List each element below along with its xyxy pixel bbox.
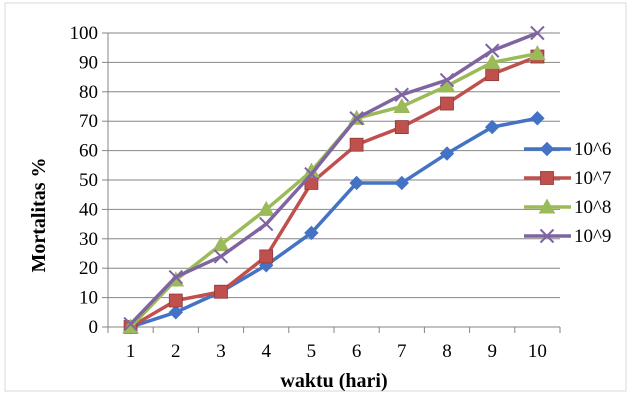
series-4-point-10 xyxy=(530,25,545,41)
y-tick-label-60: 60 xyxy=(79,141,98,162)
series-4-point-9-stroke-b xyxy=(484,43,500,58)
legend-label-1: 10^6 xyxy=(574,139,611,160)
y-tick-label-20: 20 xyxy=(79,258,98,279)
y-tick-label-40: 40 xyxy=(79,199,98,220)
series-3-point-10 xyxy=(529,45,546,61)
series-2-point-8 xyxy=(440,96,454,111)
x-tick-label-2: 2 xyxy=(171,341,181,362)
series-4-point-5-stroke-b xyxy=(304,166,319,182)
series-4-point-7-stroke-b xyxy=(394,87,410,102)
y-tick-label-30: 30 xyxy=(79,229,98,250)
series-3-point-7 xyxy=(393,97,411,113)
series-4-point-2 xyxy=(168,269,184,285)
series-4 xyxy=(123,25,545,332)
y-tick-labels: 0 10 20 30 40 50 60 70 80 90 100 xyxy=(70,23,99,338)
series-1-point-6 xyxy=(349,175,364,191)
series-1-point-9 xyxy=(484,119,500,135)
legend-marker-4-stroke-b xyxy=(539,228,555,244)
series-4-point-4-stroke-b xyxy=(258,216,274,232)
legend-label-2: 10^7 xyxy=(574,168,611,189)
series-3-point-4 xyxy=(257,200,275,216)
legend-marker-1 xyxy=(539,141,555,157)
legend-marker-4 xyxy=(539,228,555,244)
series-4-point-7 xyxy=(394,87,410,102)
legend-label-4: 10^9 xyxy=(574,226,611,247)
y-tick-label-90: 90 xyxy=(79,52,98,73)
series-4-point-1-stroke-b xyxy=(123,316,138,332)
series-2-point-2 xyxy=(168,293,183,308)
legend-item-2: 10^7 xyxy=(524,168,611,189)
series-4-point-8-stroke-b xyxy=(439,72,455,88)
y-tick-label-10: 10 xyxy=(79,288,98,309)
series-2-point-9 xyxy=(485,67,500,82)
series-1-point-5 xyxy=(304,225,319,241)
series-4-point-4 xyxy=(258,216,274,232)
y-tick-label-70: 70 xyxy=(79,111,98,132)
y-tick-label-0: 0 xyxy=(89,317,99,338)
x-tick-label-8: 8 xyxy=(442,341,452,362)
series-3-point-1 xyxy=(122,318,139,334)
series-1-point-7 xyxy=(394,175,410,191)
x-tick-label-3: 3 xyxy=(216,341,226,362)
series-1-line xyxy=(130,116,538,329)
series-4-point-8 xyxy=(439,72,455,88)
series-3-point-9 xyxy=(483,53,501,69)
series-4-point-6 xyxy=(349,111,364,126)
series-2-point-4 xyxy=(259,249,274,264)
series-2-line xyxy=(129,54,539,329)
series-group xyxy=(122,25,546,335)
x-axis-title: waktu (hari) xyxy=(280,370,387,392)
axes xyxy=(102,32,561,333)
series-4-point-10-stroke-b xyxy=(530,25,545,41)
series-2-point-6 xyxy=(349,137,364,152)
series-1-point-10 xyxy=(530,111,545,126)
y-axis-title: Mortalitas % xyxy=(28,158,50,273)
series-2-point-7 xyxy=(394,120,409,134)
legend-marker-2 xyxy=(540,171,554,185)
legend-item-1: 10^6 xyxy=(524,139,611,160)
x-tick-label-9: 9 xyxy=(487,341,497,362)
legend-item-3: 10^8 xyxy=(524,197,611,218)
x-tick-label-4: 4 xyxy=(261,341,271,362)
series-1-point-8 xyxy=(439,146,455,161)
x-tick-label-5: 5 xyxy=(307,341,317,362)
series-4-line xyxy=(129,31,539,326)
series-4-point-9 xyxy=(484,43,500,58)
series-4-point-5 xyxy=(304,166,319,182)
legend-item-4: 10^9 xyxy=(524,226,611,247)
series-4-point-3-stroke-b xyxy=(213,249,229,264)
legend-label-3: 10^8 xyxy=(574,197,611,218)
legend-marker-3 xyxy=(538,198,556,214)
x-tick-label-1: 1 xyxy=(126,341,136,362)
y-tick-label-100: 100 xyxy=(70,23,99,44)
series-4-point-1 xyxy=(123,316,138,332)
series-1-point-2 xyxy=(168,305,184,320)
series-4-point-3 xyxy=(213,249,229,264)
x-tick-label-7: 7 xyxy=(397,341,407,362)
y-tick-label-80: 80 xyxy=(79,82,98,103)
y-tick-label-50: 50 xyxy=(79,170,98,191)
x-tick-label-6: 6 xyxy=(352,341,362,362)
legend: 10^6 10^7 10^8 10^9 xyxy=(524,139,611,247)
series-4-point-6-stroke-b xyxy=(349,111,364,126)
series-3-point-3 xyxy=(212,236,230,252)
series-2-point-3 xyxy=(214,284,228,299)
x-tick-labels: 1 2 3 4 5 6 7 8 9 10 xyxy=(126,341,547,362)
series-4-point-2-stroke-b xyxy=(168,269,184,285)
x-tick-label-10: 10 xyxy=(528,341,547,362)
